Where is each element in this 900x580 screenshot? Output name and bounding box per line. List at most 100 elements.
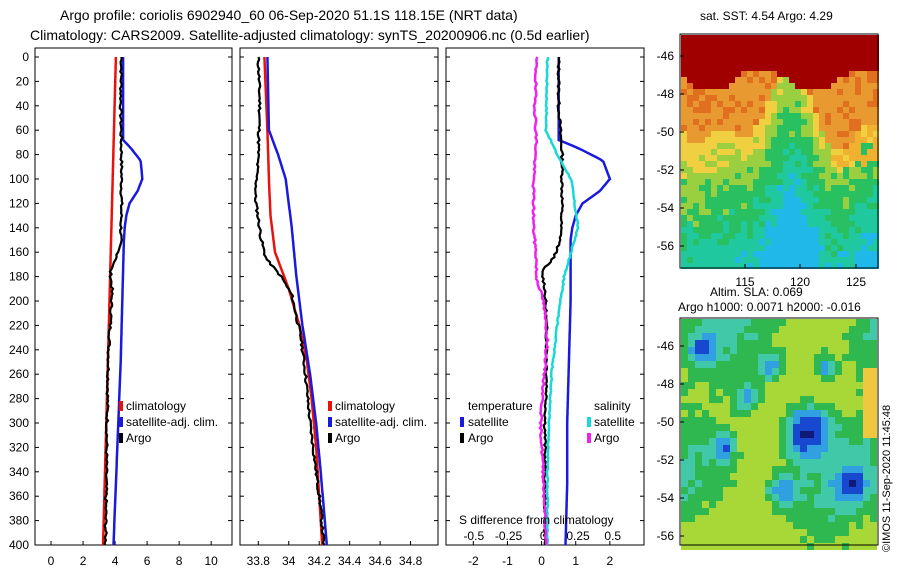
legend-swatch-satellite [328,417,332,427]
map-cell [814,424,821,431]
map-cell [681,233,687,239]
map-cell [716,445,723,452]
map-cell [807,543,814,550]
map-cell [758,445,765,452]
map-cell [758,396,765,403]
map-cell [771,65,777,71]
map-cell [800,445,807,452]
map-cell [807,65,813,71]
map-cell [842,459,849,466]
map-cell [801,143,807,149]
map-cell [855,125,861,131]
map-cell [699,155,705,161]
map-cell [855,101,861,107]
map-cell [723,494,730,501]
map-cell [807,431,814,438]
map-cell [855,83,861,89]
map-cell [759,41,765,47]
map-cell [702,522,709,529]
map-cell [747,173,753,179]
map-cell [744,529,751,536]
map-cell [751,438,758,445]
map-cell [744,501,751,508]
map-cell [837,179,843,185]
map-cell [681,125,687,131]
map-cell [825,137,831,143]
map-cell [693,113,699,119]
map-cell [855,143,861,149]
map-cell [807,452,814,459]
map-cell [717,179,723,185]
map-cell [843,143,849,149]
map-cell [744,536,751,543]
map-cell [747,167,753,173]
map-cell [747,95,753,101]
map-cell [831,185,837,191]
map-cell [753,251,759,257]
map-cell [789,167,795,173]
map-cell [765,424,772,431]
map-cell [870,410,877,417]
map-cell [837,155,843,161]
map-cell [813,221,819,227]
map-cell [870,529,877,536]
map-cell [821,347,828,354]
map-cell [856,319,863,326]
map-cell [751,354,758,361]
map-cell [693,173,699,179]
map-cell [786,438,793,445]
map-cell [695,508,702,515]
map-cell [702,375,709,382]
map-cell [758,417,765,424]
map-cell [772,487,779,494]
map-cell [777,221,783,227]
map-cell [842,368,849,375]
map-cell [837,173,843,179]
map-cell [695,326,702,333]
map-cell [863,501,870,508]
map-cell [835,361,842,368]
map-cell [793,375,800,382]
map-cell [709,424,716,431]
map-cell [723,89,729,95]
x-tick-label: 2 [80,554,87,568]
legend-swatch-satellite [119,417,123,427]
map-cell [771,59,777,65]
map-cell [765,95,771,101]
map-cell [765,161,771,167]
map-cell [765,209,771,215]
map-cell [789,209,795,215]
map-cell [795,53,801,59]
map-cell [807,487,814,494]
map-cell [863,417,870,424]
map-cell [795,257,801,263]
map-cell [693,197,699,203]
map-cell [837,245,843,251]
y-tick-label: 180 [9,270,29,284]
map-cell [828,431,835,438]
map-cell [783,89,789,95]
map-cell [793,452,800,459]
map-cell [813,185,819,191]
map-cell [741,185,747,191]
map-cell [779,536,786,543]
map-cell [777,179,783,185]
map-cell [789,233,795,239]
map-cell [681,529,688,536]
map-cell [807,101,813,107]
map-cell [735,137,741,143]
map-cell [777,65,783,71]
map-cell [723,251,729,257]
map-cell [693,143,699,149]
map-cell [688,319,695,326]
map-cell [825,113,831,119]
map-cell [737,536,744,543]
map-cell [855,47,861,53]
map-cell [867,233,873,239]
series-line-satellite-adj-clim- [266,56,329,546]
map-cell [688,368,695,375]
map-cell [753,233,759,239]
map-cell [821,382,828,389]
map-cell [777,35,783,41]
map-cell [765,245,771,251]
